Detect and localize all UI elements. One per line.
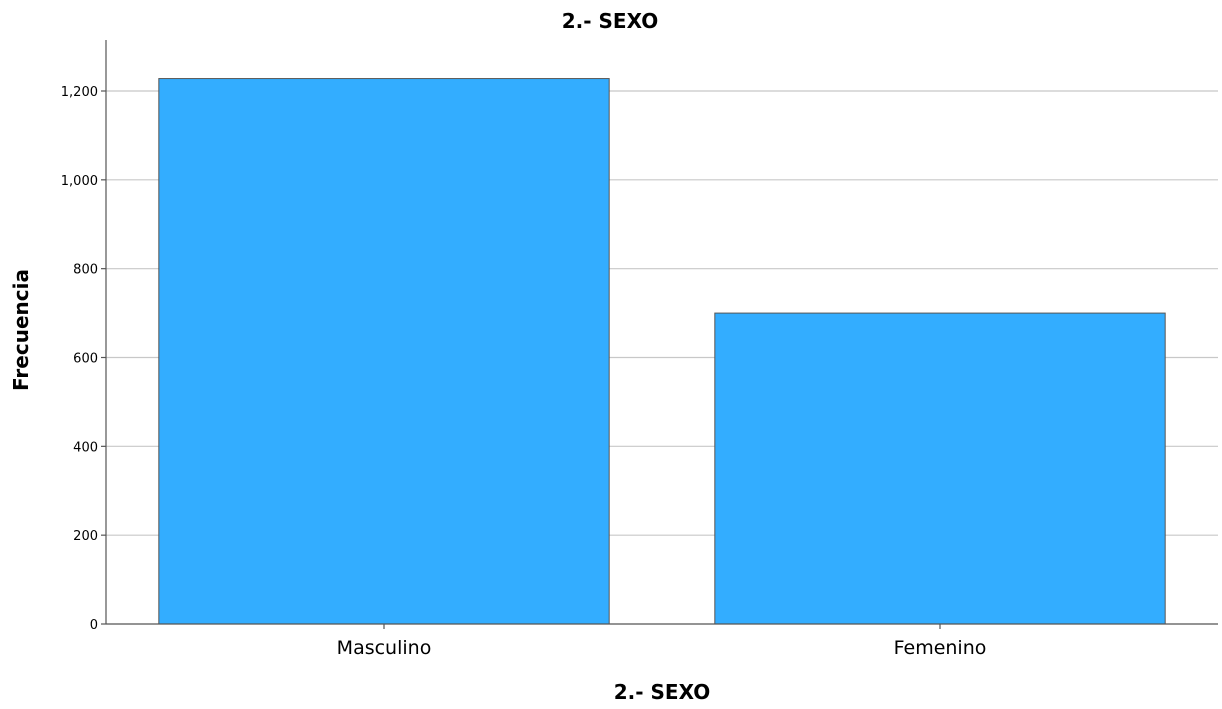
y-tick-label: 200 (73, 529, 98, 544)
x-tick-label-femenino: Femenino (894, 637, 987, 659)
y-tick-label: 800 (73, 263, 98, 278)
y-axis-label: Frecuencia (9, 269, 33, 391)
y-tick-label: 400 (73, 440, 98, 455)
x-axis-label: 2.- SEXO (614, 680, 711, 704)
bar-femenino (714, 312, 1166, 625)
chart-title: 2.- SEXO (562, 9, 659, 33)
x-tick-label-masculino: Masculino (337, 637, 432, 659)
y-tick-label: 1,200 (61, 85, 98, 100)
bar-masculino (158, 78, 610, 625)
y-tick-label: 1,000 (61, 174, 98, 189)
y-tick-label: 600 (73, 352, 98, 367)
y-tick-label: 0 (90, 618, 98, 633)
